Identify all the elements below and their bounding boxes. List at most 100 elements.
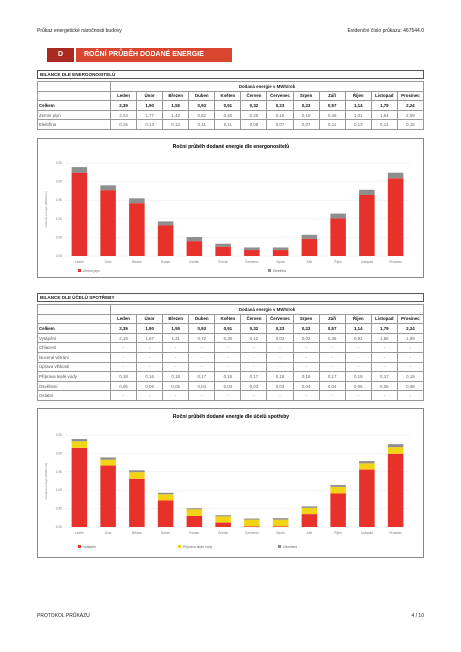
bar-segment: [215, 516, 231, 523]
table-cell: [37, 304, 111, 315]
table-cell: -: [214, 390, 242, 401]
table-cell: 0,18: [266, 371, 294, 382]
x-tick-label: Prosinec: [389, 531, 402, 535]
table-cell: -: [318, 351, 346, 363]
column-header: Září: [318, 90, 346, 102]
table-cell: 1,79: [370, 100, 398, 111]
x-tick-label: Duben: [161, 531, 171, 535]
chart-title: Roční průběh dodané energie dle účelů sp…: [173, 413, 289, 420]
table-cell: 0,93: [188, 323, 216, 334]
bar-segment: [301, 514, 318, 527]
bar-segment: [71, 167, 88, 173]
bar-segment: [387, 172, 404, 179]
y-tick-label: 1,00: [56, 217, 62, 221]
bar-segment: [330, 485, 346, 487]
column-header: Červenec: [266, 313, 294, 325]
table-cell: 0,82: [188, 109, 216, 121]
table-cell: 0,02: [292, 332, 320, 344]
table-row: Příprava teplé vody 0,18 0,16 0,18 0,17 0,18 0…: [37, 371, 425, 382]
x-tick-label: Srpen: [276, 531, 285, 535]
table-cell: 0,72: [188, 332, 216, 344]
table-cell: -: [370, 342, 398, 353]
table-cell: 2,24: [396, 323, 425, 334]
bar-segment: [157, 221, 174, 226]
bar-segment: [186, 237, 203, 242]
bar-segment: [301, 234, 318, 239]
table-cell: -: [162, 342, 190, 353]
column-header: Prosinec: [396, 313, 425, 325]
table-cell: -: [136, 342, 164, 353]
x-tick-label: Září: [307, 260, 313, 264]
bar-segment: [272, 250, 289, 256]
bar-segment: [244, 247, 260, 251]
table-cell: 0,40: [214, 109, 242, 121]
bar-segment: [215, 515, 231, 517]
column-header: Duben: [188, 313, 216, 325]
table-cell: 0,07: [292, 119, 320, 130]
header-left: Průkaz energetické náročnosti budovy: [37, 28, 122, 34]
bar-segment: [301, 507, 318, 515]
row-label: Chlazení: [37, 342, 111, 353]
table-cell: -: [240, 351, 268, 363]
table-cell: 1,56: [370, 332, 398, 344]
y-tick-label: 1,50: [56, 470, 62, 474]
y-tick-label: 0,50: [56, 507, 62, 511]
table-cell: 0,57: [318, 100, 346, 111]
section-letter: D: [47, 48, 74, 62]
table-row: Celkem 2,39 1,90 1,55 0,93 0,51 0,32 0,23 0,23 0,…: [37, 100, 425, 111]
table-cell: -: [370, 361, 398, 373]
table: Dodaná energie v MWh/rok Leden Únor Březen D…: [37, 81, 425, 130]
bar-segment: [186, 509, 203, 516]
bar-segment: [301, 238, 318, 256]
table-row: Chlazení - - - - - - - - - - - -: [37, 342, 425, 353]
table-cell: -: [318, 390, 346, 401]
legend-label: Elektřina: [273, 269, 286, 273]
table-cell: -: [214, 342, 242, 353]
bar-segment: [215, 522, 231, 527]
chart: Roční průběh dodané energie dle účelů sp…: [44, 413, 410, 549]
table-caption: Dodaná energie v MWh/rok: [110, 81, 424, 92]
table-cell: 0,32: [240, 100, 268, 111]
table-cell: -: [109, 361, 138, 373]
table-cell: 0,18: [162, 371, 190, 382]
table-cell: 1,90: [136, 323, 164, 334]
row-label: Elektřina: [37, 119, 111, 130]
x-tick-label: Červen: [218, 259, 229, 264]
table-row: Nucené větrání - - - - - - - - - - - -: [37, 351, 425, 363]
bar-segment: [272, 518, 289, 520]
table-cell: -: [109, 390, 138, 401]
x-tick-label: Květen: [189, 260, 199, 264]
table-cell: 0,18: [109, 371, 138, 382]
table-cell: 0,06: [136, 380, 164, 392]
table-cell: 2,39: [109, 323, 138, 334]
legend-label: Osvětlení: [283, 545, 297, 549]
section-title: ROČNÍ PRŮBĚH DODANÉ ENERGIE: [76, 48, 232, 62]
table-cell: 0,06: [370, 380, 398, 392]
bar-segment: [129, 478, 145, 527]
table-cell: -: [240, 342, 268, 353]
bar-segment: [157, 500, 174, 527]
y-tick-label: 1,00: [56, 488, 62, 492]
table-cell: -: [292, 351, 320, 363]
table-cell: -: [266, 361, 294, 373]
table-cell: -: [188, 390, 216, 401]
chart-title: Roční průběh dodané energie dle energono…: [173, 143, 289, 150]
column-header: Červen: [240, 313, 268, 325]
table-cell: 0,13: [162, 119, 190, 130]
table-cell: 1,90: [136, 100, 164, 111]
table-cell: 1,31: [162, 332, 190, 344]
bar-segment: [215, 243, 231, 247]
column-header: Duben: [188, 90, 216, 102]
table-cell: -: [370, 351, 398, 363]
legend-swatch: [268, 269, 271, 272]
table-cell: -: [188, 351, 216, 363]
table-cell: 0,03: [240, 380, 268, 392]
x-tick-label: Srpen: [276, 260, 285, 264]
table-cell: 2,24: [109, 109, 138, 121]
bar-segment: [330, 218, 346, 256]
bar-segment: [71, 441, 88, 448]
table-row: Vytápění 2,15 1,67 1,31 0,72 0,30 0,12 0,02 0,02…: [37, 332, 425, 344]
x-tick-label: Únor: [105, 530, 113, 535]
table-cell: 0,16: [136, 371, 164, 382]
